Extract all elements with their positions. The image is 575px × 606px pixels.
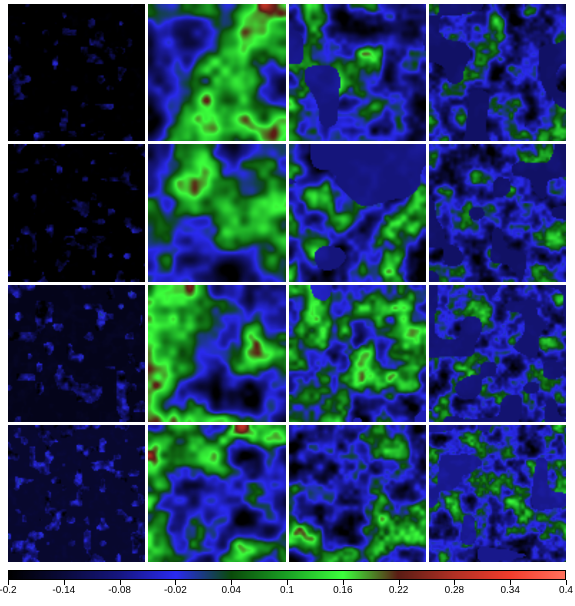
heatmap-panel-r2-c0 [8,285,145,422]
heatmap-panel-r1-c1 [148,144,285,281]
colorbar: -0.2-0.14-0.08-0.020.040.10.160.220.280.… [8,570,566,598]
colorbar-segment [454,571,510,579]
colorbar-segment [176,571,232,579]
colorbar-segment [120,571,176,579]
heatmap-panel-r3-c1 [148,425,285,562]
heatmap-panel-r0-c1 [148,4,285,141]
heatmap-panel-r2-c2 [289,285,426,422]
heatmap-panel-r1-c3 [429,144,566,281]
heatmap-panel-r1-c2 [289,144,426,281]
heatmap-panel-r2-c3 [429,285,566,422]
heatmap-panel-r1-c0 [8,144,145,281]
colorbar-tick-label: -0.08 [108,585,131,596]
colorbar-tick-label: 0.22 [389,585,408,596]
colorbar-tick-label: 0.34 [500,585,519,596]
heatmap-panel-r3-c3 [429,425,566,562]
heatmap-panel-r0-c2 [289,4,426,141]
colorbar-tick-label: -0.02 [164,585,187,596]
colorbar-tick-label: 0.16 [333,585,352,596]
colorbar-tick-label: 0.1 [280,585,294,596]
heatmap-panel-r3-c2 [289,425,426,562]
colorbar-segment [343,571,399,579]
colorbar-tick-label: 0.4 [559,585,573,596]
colorbar-tick-label: -0.14 [52,585,75,596]
colorbar-tick-label: 0.28 [445,585,464,596]
colorbar-segment [9,571,65,579]
heatmap-panel-r3-c0 [8,425,145,562]
colorbar-segment [231,571,287,579]
colorbar-ticks: -0.2-0.14-0.08-0.020.040.10.160.220.280.… [8,580,566,598]
colorbar-tick-label: -0.2 [0,585,17,596]
colorbar-gradient [8,570,566,580]
colorbar-tick-label: 0.04 [221,585,240,596]
heatmap-grid [8,4,566,562]
colorbar-segment [65,571,121,579]
heatmap-panel-r2-c1 [148,285,285,422]
colorbar-segment [398,571,454,579]
colorbar-segment [509,571,565,579]
colorbar-segment [287,571,343,579]
heatmap-panel-r0-c0 [8,4,145,141]
heatmap-panel-r0-c3 [429,4,566,141]
